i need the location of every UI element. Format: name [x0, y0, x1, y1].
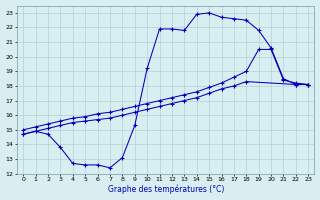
X-axis label: Graphe des températures (°C): Graphe des températures (°C): [108, 185, 224, 194]
